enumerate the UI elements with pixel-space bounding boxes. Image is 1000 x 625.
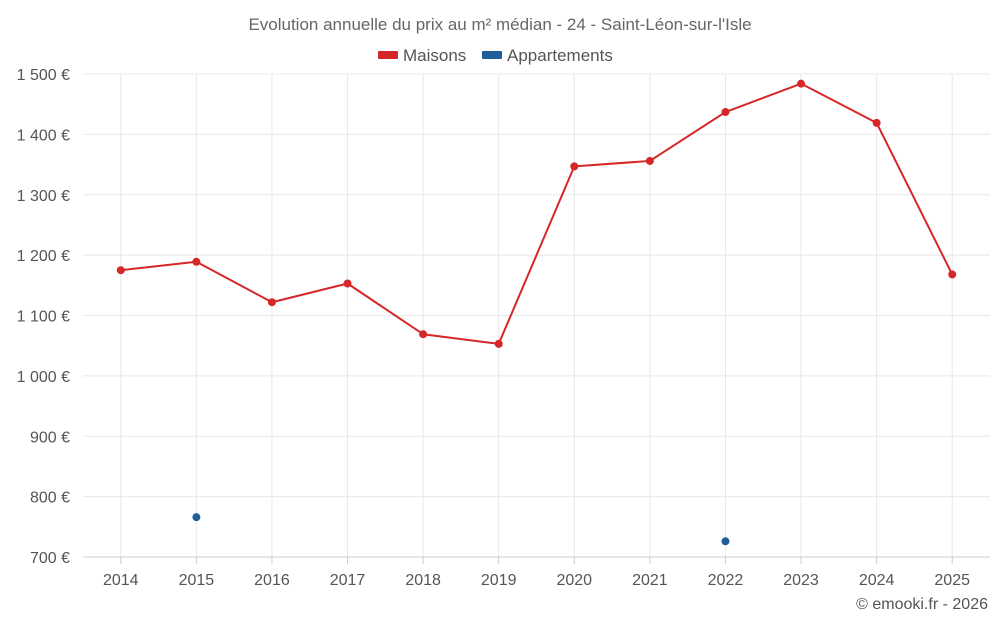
series-line-maisons-2022-2023 [724,82,803,114]
legend-item-appartements[interactable]: Appartements [482,46,613,65]
series-line-maisons-2014-2015 [119,260,198,272]
data-point-maisons-2021[interactable] [645,156,654,165]
series-maisons [116,79,957,348]
y-tick-label-900: 900 € [30,429,70,446]
grid [83,73,990,564]
y-tick-label-1000: 1 000 € [17,369,70,386]
series-line-maisons-2024-2025 [875,121,954,276]
data-point-maisons-2015[interactable] [192,257,201,266]
x-tick-label-2022: 2022 [708,572,744,589]
legend[interactable]: Maisons Appartements [378,46,613,65]
data-point-maisons-2017[interactable] [343,279,352,288]
y-tick-label-1500: 1 500 € [17,67,70,84]
data-point-maisons-2023[interactable] [797,79,806,88]
series-layer [116,79,957,546]
y-tick-label-1100: 1 100 € [17,309,70,326]
y-tick-label-1300: 1 300 € [17,188,70,205]
legend-label-appartements[interactable]: Appartements [507,46,613,65]
series-line-maisons-2023-2024 [800,82,878,124]
y-tick-label-1200: 1 200 € [17,248,70,265]
x-tick-label-2021: 2021 [632,572,668,589]
data-point-maisons-2018[interactable] [419,330,428,339]
x-tick-label-2019: 2019 [481,572,517,589]
data-point-maisons-2020[interactable] [570,162,579,171]
data-point-maisons-2014[interactable] [116,266,125,275]
series-line-maisons-2018-2019 [422,333,500,345]
x-tick-label-2015: 2015 [179,572,215,589]
series-line-maisons-2021-2022 [648,111,727,162]
data-point-maisons-2019[interactable] [494,339,503,348]
x-tick-label-2020: 2020 [556,572,592,589]
credit[interactable]: © emooki.fr - 2026 [856,596,988,613]
x-tick-label-2014: 2014 [103,572,139,589]
x-axis-ticks: 2014 2015 2016 2017 2018 2019 2020 2021 2022 2023… [103,572,970,589]
x-tick-label-2018: 2018 [405,572,441,589]
chart-title: Evolution annuelle du prix au m² médian … [248,15,751,34]
y-tick-label-1400: 1 400 € [17,127,70,144]
data-point-maisons-2022[interactable] [721,108,730,117]
series-line-maisons-2019-2020 [497,165,576,345]
legend-swatch-maisons [378,51,398,59]
legend-label-maisons[interactable]: Maisons [403,46,466,65]
series-line-maisons-2016-2017 [270,282,349,304]
x-tick-label-2025: 2025 [934,572,970,589]
x-tick-label-2016: 2016 [254,572,290,589]
x-tick-label-2017: 2017 [330,572,366,589]
data-point-maisons-2016[interactable] [267,298,276,307]
legend-swatch-appartements [482,51,502,59]
series-line-maisons-2015-2016 [195,260,273,304]
y-tick-label-800: 800 € [30,490,70,507]
series-appartements [192,513,730,546]
data-point-appartements-2022[interactable] [721,537,730,546]
x-tick-label-2023: 2023 [783,572,819,589]
y-axis-ticks: 700 € 800 € 900 € 1 000 € 1 100 € 1 200 € 1 30… [17,67,70,567]
data-point-appartements-2015[interactable] [192,513,201,522]
series-line-maisons-2017-2018 [346,282,425,336]
data-point-maisons-2025[interactable] [948,270,957,279]
series-line-maisons-2020-2021 [573,159,651,168]
y-tick-label-700: 700 € [30,550,70,567]
legend-item-maisons[interactable]: Maisons [378,46,466,65]
data-point-maisons-2024[interactable] [872,118,881,127]
x-tick-label-2024: 2024 [859,572,895,589]
